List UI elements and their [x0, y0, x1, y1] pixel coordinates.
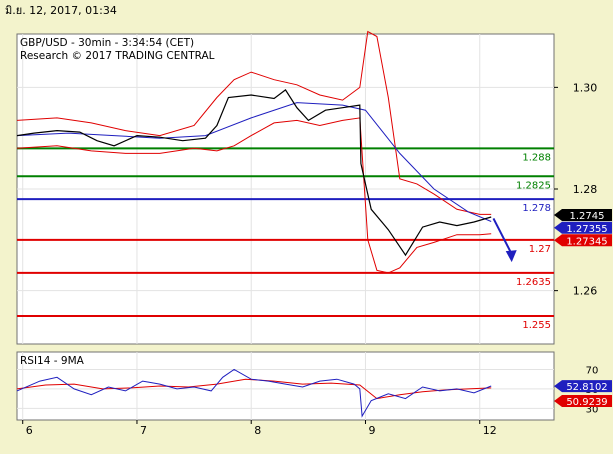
y-tick-label: 1.30	[573, 81, 598, 94]
x-tick-label: 8	[254, 424, 261, 437]
chart-subtitle: Research © 2017 TRADING CENTRAL	[20, 50, 215, 62]
rsi-y-tick-label: 30	[586, 404, 599, 415]
y-tick-label: 1.26	[573, 285, 598, 298]
forecast-arrow-shaft	[492, 218, 513, 255]
rsi-series	[16, 368, 492, 418]
forecast-arrow-head	[505, 250, 517, 263]
price-tag-box	[554, 208, 612, 221]
price-tag-box	[554, 395, 612, 408]
price-series	[16, 30, 517, 274]
rsi-line	[16, 368, 492, 418]
level-label: 1.27	[529, 244, 551, 255]
y-tick-label: 1.28	[573, 183, 598, 196]
price-tag-label: 1.27345	[566, 236, 607, 247]
chart-title: GBP/USD - 30min - 3:34:54 (CET)	[20, 37, 194, 49]
date-label: มิ.ย. 12, 2017, 01:34	[5, 4, 117, 17]
level-label: 1.255	[522, 320, 551, 331]
price-tag-label: 1.27355	[566, 224, 607, 235]
price-tag-label: 50.9239	[566, 397, 607, 408]
level-label: 1.278	[522, 203, 551, 214]
x-tick-label: 6	[26, 424, 33, 437]
level-label: 1.288	[522, 152, 551, 163]
level-label: 1.2635	[516, 277, 551, 288]
rsi-panel	[16, 351, 555, 421]
bollinger-lower-line	[16, 117, 492, 274]
price-gridlines	[17, 34, 554, 344]
moving-average-line	[16, 102, 492, 222]
x-tick-label: 7	[140, 424, 147, 437]
x-tick-label: 12	[483, 424, 497, 437]
rsi-y-tick-label: 70	[586, 365, 599, 376]
bollinger-upper-line	[16, 30, 492, 215]
support-resistance-levels: 1.288 1.2825 1.278 1.27 1.2635 1.255	[17, 147, 554, 331]
price-tag-box	[554, 380, 612, 393]
rsi-title: RSI14 - 9MA	[20, 355, 85, 367]
price-tag-label: 1.2745	[570, 211, 605, 222]
level-label: 1.2825	[516, 180, 551, 191]
price-line	[16, 89, 492, 257]
price-tag-box	[554, 221, 612, 234]
x-tick-label: 9	[368, 424, 375, 437]
price-tag-box	[554, 234, 612, 247]
rsi-ma-line	[16, 378, 492, 400]
price-tag-label: 52.8102	[566, 382, 607, 393]
